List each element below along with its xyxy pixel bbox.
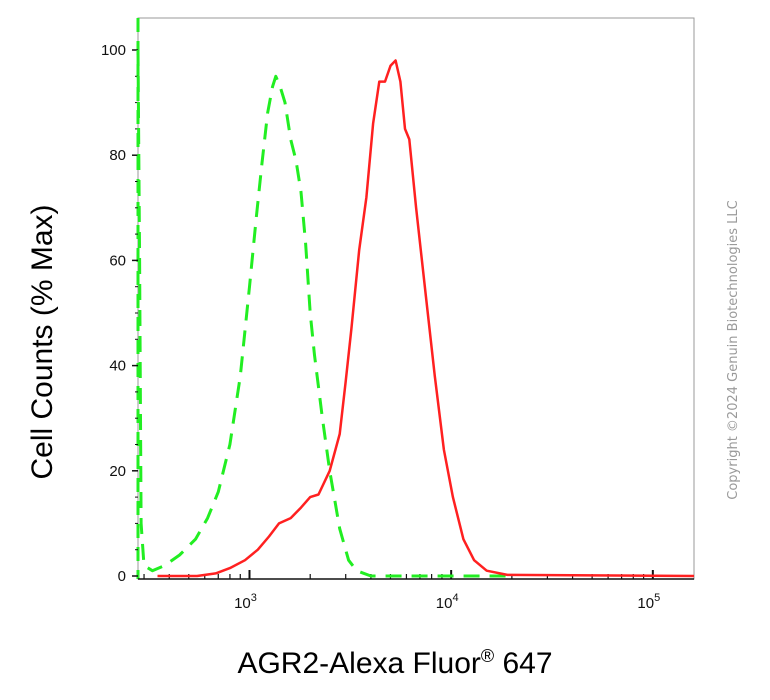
x-axis-title-suffix: 647	[494, 647, 552, 680]
x-tick-base: 10	[436, 595, 453, 612]
x-tick-label: 103	[234, 592, 257, 612]
series-layer	[136, 49, 695, 578]
copyright-text: Copyright ©2024 Genuin Biotechnologies L…	[726, 200, 741, 499]
x-tick-base: 10	[234, 595, 251, 612]
y-axis-title: Cell Counts (% Max)	[26, 204, 59, 479]
x-tick-exponent: 4	[452, 592, 458, 604]
x-tick-label: 105	[637, 592, 660, 612]
x-axis-title-superscript: ®	[481, 646, 494, 666]
agr2-histogram-line	[157, 59, 695, 578]
x-axis-title: AGR2-Alexa Fluor® 647	[237, 646, 552, 680]
control-histogram-line	[136, 49, 512, 578]
y-tick-label: 80	[109, 147, 126, 164]
x-tick-exponent: 3	[251, 592, 257, 604]
copyright-notice: Copyright ©2024 Genuin Biotechnologies L…	[726, 200, 741, 499]
y-tick-label: 40	[109, 358, 126, 375]
x-axis-title-main: AGR2-Alexa Fluor	[237, 647, 480, 680]
plot-frame	[137, 17, 695, 580]
x-axis: 103 104 105	[138, 570, 694, 612]
x-tick-base: 10	[637, 595, 654, 612]
y-axis: 0 20 40 60 80 100	[101, 18, 140, 585]
x-tick-exponent: 5	[654, 592, 660, 604]
y-tick-label: 100	[101, 42, 126, 59]
x-tick-label: 104	[436, 592, 459, 612]
y-tick-label: 0	[118, 568, 126, 585]
y-tick-label: 60	[109, 252, 126, 269]
y-tick-label: 20	[109, 463, 126, 480]
